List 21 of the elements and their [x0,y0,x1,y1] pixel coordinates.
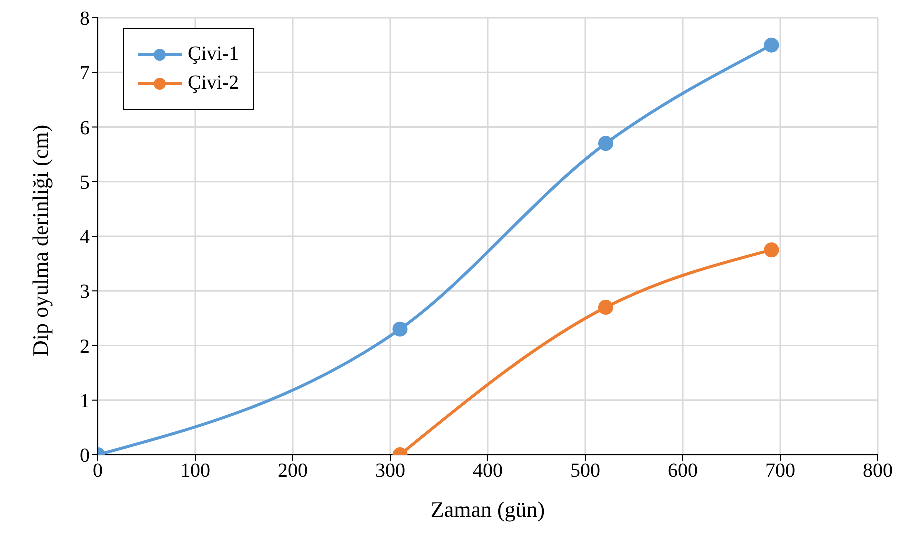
x-axis-title: Zaman (gün) [430,497,546,522]
x-tick-label: 300 [376,460,406,482]
legend-label: Çivi-1 [188,43,240,66]
y-tick-label: 7 [80,62,90,85]
y-tick-label: 5 [80,172,90,194]
x-tick-label: 800 [863,460,893,482]
y-tick-label: 6 [80,117,90,140]
y-tick-label: 2 [80,336,90,358]
x-tick-label: 700 [766,460,796,482]
x-tick-label: 400 [473,460,503,482]
y-tick-label: 3 [80,281,90,304]
x-tick-label: 500 [570,460,600,482]
y-tick-label: 8 [80,8,90,30]
x-tick-label: 600 [668,460,698,482]
y-tick-label: 1 [80,390,90,412]
y-tick-label: 0 [80,445,90,468]
y-tick-label: 4 [80,226,90,249]
x-tick-label: 200 [278,460,308,482]
legend-label: Çivi-2 [188,72,240,95]
y-axis-title: Dip oyulma derinliği (cm) [28,124,53,356]
x-tick-label: 100 [180,460,210,482]
